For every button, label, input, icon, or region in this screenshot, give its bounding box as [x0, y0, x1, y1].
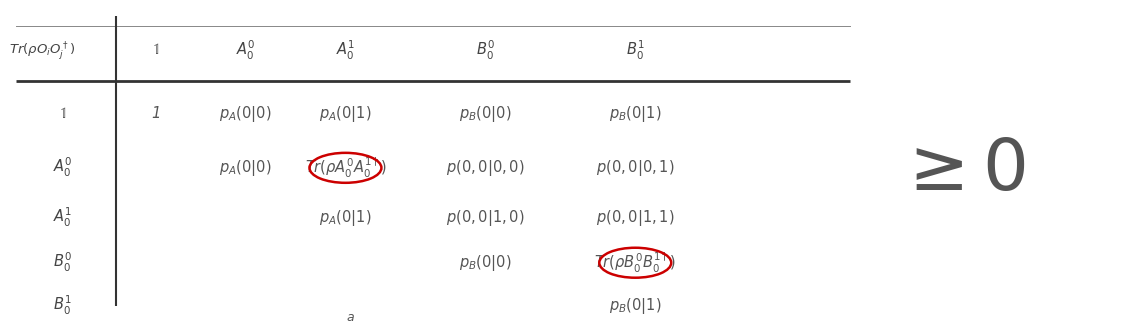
Text: $p(0,0|1,0)$: $p(0,0|1,0)$ [446, 208, 524, 228]
Text: $p_A(0|1)$: $p_A(0|1)$ [319, 208, 371, 228]
Text: $\geq 0$: $\geq 0$ [894, 136, 1026, 205]
Text: $p_A(0|1)$: $p_A(0|1)$ [319, 104, 371, 124]
Text: $p_B(0|0)$: $p_B(0|0)$ [460, 104, 512, 124]
Text: $p(0,0|0,0)$: $p(0,0|0,0)$ [446, 158, 524, 178]
Text: $p_A(0|0)$: $p_A(0|0)$ [220, 158, 272, 178]
Text: 1: 1 [151, 106, 160, 121]
Text: $Tr(\rho A_0^0 A_0^{1\dagger})$: $Tr(\rho A_0^0 A_0^{1\dagger})$ [305, 156, 386, 180]
Text: $p_B(0|1)$: $p_B(0|1)$ [609, 296, 661, 316]
Text: $p(0,0|0,1)$: $p(0,0|0,1)$ [595, 158, 675, 178]
Text: $p_A(0|0)$: $p_A(0|0)$ [220, 104, 272, 124]
Text: $Tr(\rho B_0^0 B_0^{1\dagger})$: $Tr(\rho B_0^0 B_0^{1\dagger})$ [594, 251, 676, 275]
Text: $B_0^1$: $B_0^1$ [626, 38, 644, 62]
Text: $A_0^1$: $A_0^1$ [336, 38, 355, 62]
Text: $Tr(\rho O_i O_j^\dagger)$: $Tr(\rho O_i O_j^\dagger)$ [9, 39, 76, 62]
Text: $\mathbb{1}$: $\mathbb{1}$ [59, 106, 66, 121]
Text: $\mathbb{1}$: $\mathbb{1}$ [152, 42, 160, 57]
Text: $p(0,0|1,1)$: $p(0,0|1,1)$ [595, 208, 675, 228]
Text: $B_0^0$: $B_0^0$ [53, 251, 72, 274]
Text: $B_0^0$: $B_0^0$ [475, 38, 495, 62]
Text: $A_0^1$: $A_0^1$ [53, 206, 72, 230]
Text: $p_B(0|1)$: $p_B(0|1)$ [609, 104, 661, 124]
Text: $a$: $a$ [346, 311, 354, 324]
Text: $A_0^0$: $A_0^0$ [53, 156, 72, 179]
Text: $p_B(0|0)$: $p_B(0|0)$ [460, 253, 512, 273]
Text: $A_0^0$: $A_0^0$ [235, 38, 256, 62]
Text: $B_0^1$: $B_0^1$ [53, 294, 72, 317]
